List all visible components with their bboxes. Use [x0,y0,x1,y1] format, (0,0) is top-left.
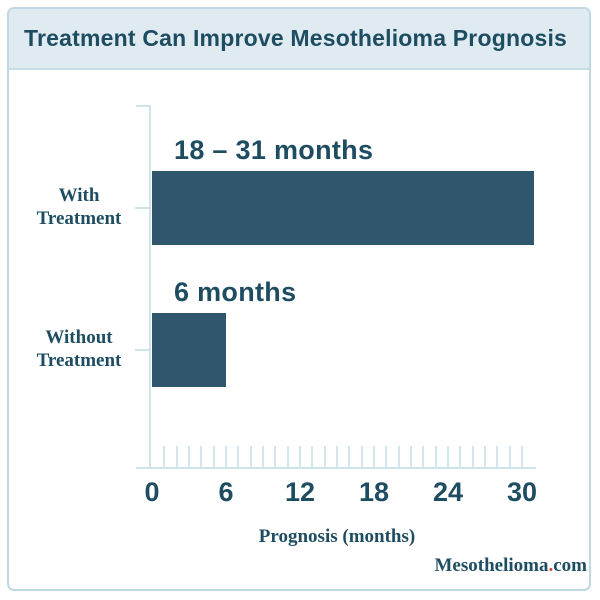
x-axis-minor-tick [360,446,363,467]
x-axis-minor-tick [459,446,462,467]
x-axis-minor-tick [385,446,388,467]
x-axis-tick-label: 18 [358,477,390,507]
watermark-brand: Mesothelioma [434,555,549,576]
x-axis-tick-label: 24 [432,477,464,507]
x-axis-tick-label: 0 [144,477,160,507]
x-axis-tick-label: 12 [284,477,316,507]
header-band: Treatment Can Improve Mesothelioma Progn… [9,9,589,70]
watermark-tld: com [553,555,587,576]
x-axis-minor-tick [434,446,437,467]
x-axis-minor-tick [496,446,499,467]
bar-value-label: 18 – 31 months [174,135,374,165]
x-axis-tick-label: 30 [506,477,538,507]
watermark-dot: . [548,555,554,576]
y-axis-top-cap [136,105,151,107]
x-axis-minor-tick [188,446,190,467]
category-tick [135,349,149,351]
x-axis-minor-tick [471,446,474,467]
x-axis-minor-tick [348,446,351,467]
x-axis-minor-tick [262,446,264,467]
x-axis-minor-tick [274,446,277,467]
x-axis-minor-tick [521,446,523,467]
x-axis-minor-tick [484,446,486,467]
x-axis-minor-tick [175,446,178,467]
watermark: Mesothelioma.com [435,555,588,577]
bar-chart: 18 – 31 months With Treatment 6 months With… [9,9,589,589]
x-axis-minor-tick [336,446,338,467]
x-axis-minor-tick [237,446,240,467]
x-axis-minor-tick [410,446,412,467]
x-axis-minor-tick [447,446,449,467]
x-axis-minor-tick [286,446,289,467]
bar-value-label: 6 months [174,277,297,307]
x-axis-minor-tick [163,446,166,467]
x-axis-minor-tick [299,446,301,467]
infographic-card: Treatment Can Improve Mesothelioma Progn… [7,7,591,591]
x-axis-minor-tick [397,446,400,467]
y-axis-line [149,105,151,469]
category-tick [135,207,149,209]
category-label: Without Treatment [36,327,122,372]
x-axis-minor-tick [311,446,314,467]
x-axis-line [136,467,536,469]
page-title: Treatment Can Improve Mesothelioma Progn… [24,25,568,51]
x-axis-minor-tick [422,446,425,467]
x-axis-minor-tick [200,446,203,467]
x-axis-title: Prognosis (months) [258,526,416,547]
x-axis-minor-tick [508,446,511,467]
bar-with-treatment [152,171,534,245]
category-label: With Treatment [36,185,122,230]
x-axis-minor-tick [225,446,227,467]
x-axis-minor-tick [373,446,375,467]
x-axis-minor-tick [212,446,215,467]
x-axis-tick-label: 6 [218,477,234,507]
bar-without-treatment [152,313,226,387]
x-axis-minor-tick [249,446,252,467]
x-axis-minor-tick [323,446,326,467]
